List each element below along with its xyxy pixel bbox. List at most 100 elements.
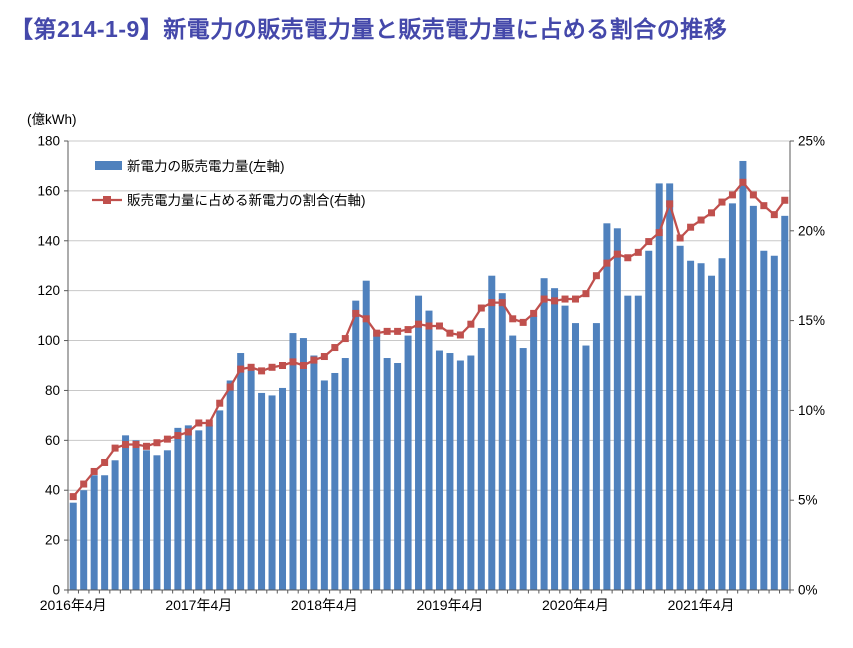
legend-line-marker-swatch — [103, 196, 111, 204]
share-line-marker-2016-10 — [132, 441, 140, 449]
share-line-marker-2017-10 — [258, 367, 266, 375]
bar-2018-06 — [341, 358, 349, 590]
share-line-marker-2021-08 — [739, 178, 747, 186]
share-line-marker-2020-01 — [540, 295, 548, 303]
share-line-marker-2017-05 — [205, 419, 213, 427]
left-axis-tick-label: 160 — [37, 183, 60, 198]
bar-2019-10 — [509, 335, 517, 590]
share-line-marker-2019-11 — [519, 318, 527, 326]
share-line-marker-2019-07 — [477, 304, 485, 312]
bar-2019-06 — [467, 355, 475, 590]
share-line-marker-2018-12 — [404, 326, 412, 334]
share-line-marker-2017-02 — [174, 432, 182, 440]
bar-2020-09 — [624, 295, 632, 590]
share-line-marker-2018-01 — [289, 358, 297, 366]
share-line-marker-2020-02 — [551, 297, 559, 305]
share-line-marker-2020-09 — [624, 254, 632, 262]
bar-2017-12 — [279, 387, 287, 590]
share-line-marker-2018-08 — [362, 315, 370, 323]
bar-2020-10 — [634, 295, 642, 590]
bar-2020-01 — [540, 278, 548, 590]
left-axis-tick-label: 180 — [37, 134, 60, 149]
bar-2017-02 — [174, 427, 182, 590]
share-line-marker-2020-06 — [592, 272, 600, 280]
bar-2016-05 — [80, 490, 88, 590]
bar-2017-08 — [237, 353, 245, 590]
bar-2019-09 — [498, 293, 506, 590]
share-line-marker-2019-05 — [456, 331, 464, 339]
bar-2020-02 — [551, 288, 559, 590]
bar-2017-11 — [268, 395, 276, 590]
bar-2021-02 — [676, 245, 684, 590]
bar-2021-04 — [697, 263, 705, 590]
left-axis-tick-label: 120 — [37, 283, 60, 298]
share-line-marker-2016-08 — [111, 444, 119, 452]
bar-2019-08 — [488, 275, 496, 590]
bar-2021-03 — [687, 260, 695, 590]
share-line-marker-2021-02 — [676, 234, 684, 242]
share-line-marker-2021-06 — [718, 198, 726, 206]
share-line-marker-2019-10 — [509, 315, 517, 323]
right-axis-tick-label: 25% — [798, 134, 825, 149]
bar-2021-08 — [739, 160, 747, 590]
share-line-marker-2020-04 — [571, 295, 579, 303]
left-axis-tick-label: 80 — [45, 383, 60, 398]
page-title: 【第214-1-9】新電力の販売電力量と販売電力量に占める割合の推移 — [10, 16, 728, 42]
share-line-marker-2020-12 — [655, 229, 663, 237]
bar-2021-06 — [718, 258, 726, 590]
bar-2021-10 — [760, 250, 768, 590]
share-line-marker-2021-11 — [770, 211, 778, 219]
share-line-marker-2016-12 — [153, 439, 161, 447]
bar-2017-07 — [226, 380, 234, 590]
right-axis-tick-label: 15% — [798, 313, 825, 328]
bar-2016-06 — [90, 475, 98, 590]
share-line-marker-2021-07 — [728, 191, 736, 199]
bar-2018-11 — [394, 363, 402, 590]
bar-2019-02 — [425, 310, 433, 590]
bar-2017-03 — [184, 425, 192, 590]
bar-2019-04 — [446, 353, 454, 590]
share-line-marker-2019-12 — [530, 309, 538, 317]
right-axis-tick-label: 10% — [798, 403, 825, 418]
bar-2016-11 — [142, 450, 150, 590]
bar-2019-03 — [435, 350, 443, 590]
share-line-marker-2017-09 — [247, 363, 255, 371]
legend-bar-swatch — [95, 161, 122, 170]
bar-2019-07 — [477, 328, 485, 590]
bar-2017-09 — [247, 370, 255, 590]
bar-2018-10 — [383, 358, 391, 590]
left-axis-tick-label: 40 — [45, 483, 60, 498]
left-axis-tick-label: 0 — [52, 583, 60, 598]
bar-2020-12 — [655, 183, 663, 590]
bar-2021-01 — [666, 183, 674, 590]
left-axis-unit-label: (億kWh) — [27, 112, 77, 127]
bar-2020-07 — [603, 223, 611, 591]
share-line-marker-2017-06 — [216, 399, 224, 407]
share-line-marker-2019-02 — [425, 322, 433, 330]
bar-2020-08 — [613, 228, 621, 591]
share-line-marker-2021-01 — [666, 200, 674, 208]
share-line-marker-2016-05 — [80, 480, 88, 488]
bar-2018-01 — [289, 333, 297, 590]
bar-2017-04 — [195, 430, 203, 590]
share-line-marker-2017-11 — [268, 363, 276, 371]
bar-2020-04 — [571, 323, 579, 590]
share-line-marker-2019-08 — [488, 299, 496, 307]
bar-2018-05 — [331, 372, 339, 590]
x-axis-tick-label: 2019年4月 — [416, 597, 483, 613]
share-line-marker-2021-12 — [781, 196, 789, 204]
share-line-marker-2019-03 — [435, 322, 443, 330]
share-line-marker-2018-07 — [352, 309, 360, 317]
share-line-marker-2017-01 — [163, 435, 171, 443]
bar-2018-03 — [310, 355, 318, 590]
bar-2017-06 — [216, 410, 224, 590]
share-line-marker-2021-10 — [760, 202, 768, 210]
share-line-marker-2018-10 — [383, 327, 391, 335]
bar-2017-10 — [258, 392, 266, 590]
share-line-marker-2021-03 — [687, 223, 695, 231]
bar-2016-08 — [111, 460, 119, 590]
share-line-marker-2019-09 — [498, 299, 506, 307]
left-axis-tick-label: 100 — [37, 333, 60, 348]
